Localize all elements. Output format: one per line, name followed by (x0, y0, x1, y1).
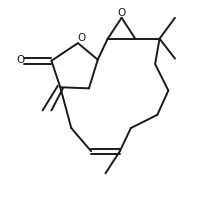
Text: O: O (77, 33, 85, 43)
Text: O: O (117, 8, 126, 18)
Text: O: O (16, 55, 25, 65)
